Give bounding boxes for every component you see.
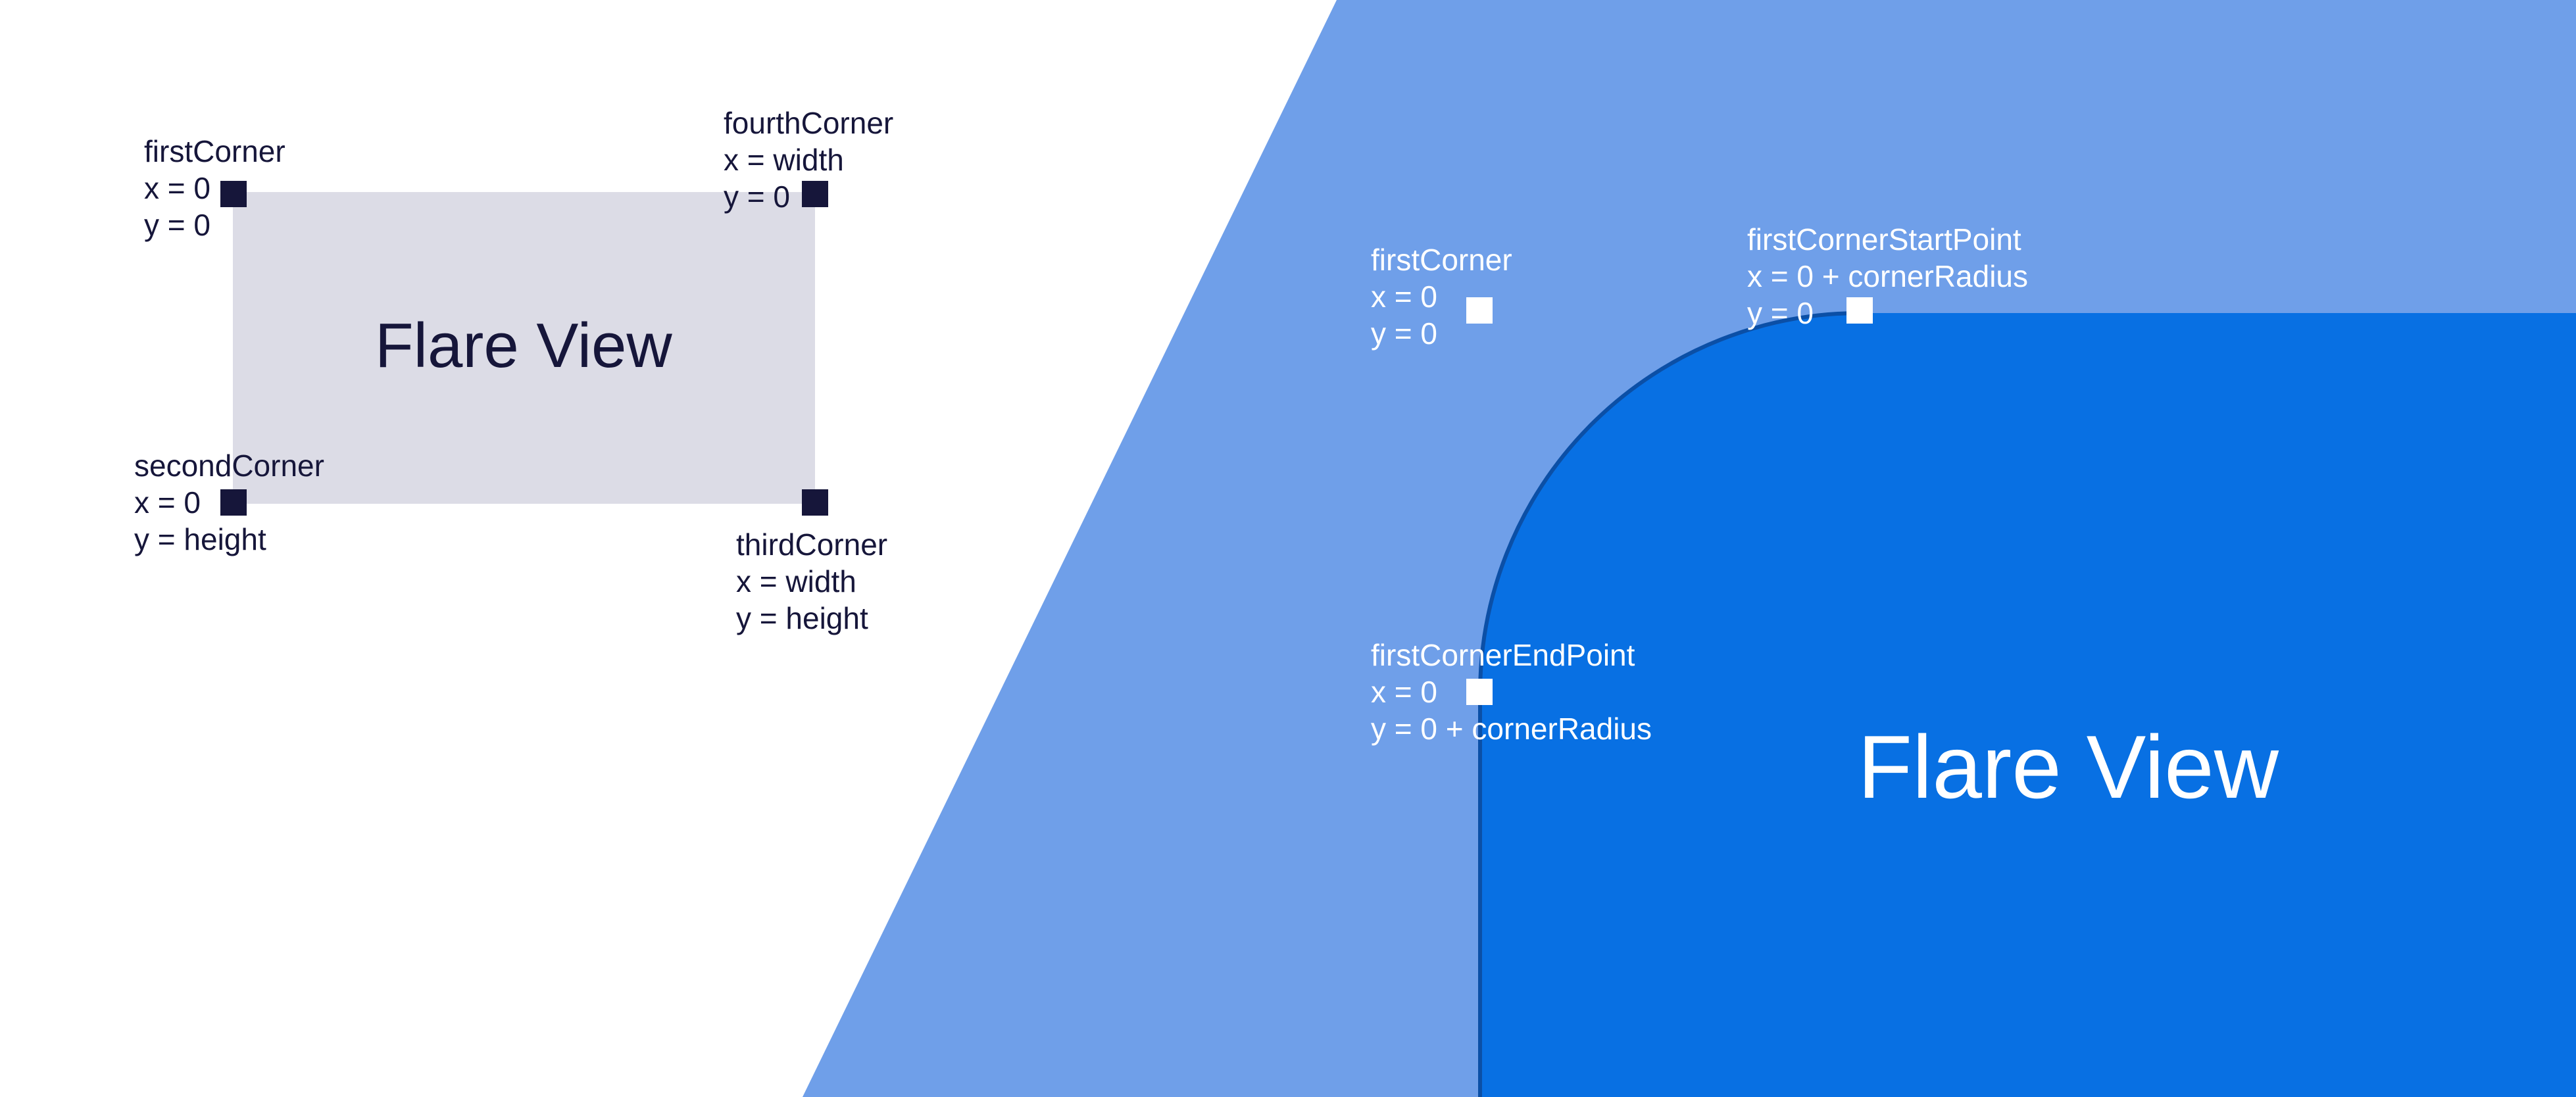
- third-corner-y: y = height: [736, 601, 868, 635]
- right-first-corner-marker: [1466, 297, 1493, 324]
- left-view-label: Flare View: [375, 310, 672, 381]
- start-point-name: firstCornerStartPoint: [1747, 222, 2021, 256]
- second-corner-y: y = height: [134, 522, 266, 556]
- end-point-name: firstCornerEndPoint: [1371, 638, 1635, 672]
- fourth-corner-label: fourthCorner x = width y = 0: [724, 105, 893, 215]
- right-first-corner-x: x = 0: [1371, 280, 1438, 314]
- right-first-corner-y: y = 0: [1371, 316, 1438, 351]
- fourth-corner-name: fourthCorner: [724, 106, 894, 140]
- corner-curve: [1478, 311, 1861, 1097]
- second-corner-x: x = 0: [134, 485, 201, 520]
- start-point-y: y = 0: [1747, 296, 1814, 330]
- right-first-corner-name: firstCorner: [1371, 243, 1512, 277]
- second-corner-label: secondCorner x = 0 y = height: [134, 447, 324, 558]
- end-point-x: x = 0: [1371, 675, 1438, 709]
- end-point-label: firstCornerEndPoint x = 0 y = 0 + corner…: [1371, 637, 1652, 747]
- first-corner-marker: [220, 181, 247, 207]
- third-corner-label: thirdCorner x = width y = height: [736, 526, 887, 637]
- fourth-corner-marker: [802, 181, 828, 207]
- flare-view-rect: [233, 192, 815, 504]
- start-point-label: firstCornerStartPoint x = 0 + cornerRadi…: [1747, 221, 2028, 331]
- start-point-marker: [1846, 297, 1873, 324]
- second-corner-name: secondCorner: [134, 449, 324, 483]
- right-view-label: Flare View: [1858, 717, 2279, 817]
- fourth-corner-x: x = width: [724, 143, 844, 177]
- end-point-y: y = 0 + cornerRadius: [1371, 712, 1652, 746]
- third-corner-name: thirdCorner: [736, 527, 888, 562]
- third-corner-x: x = width: [736, 564, 856, 598]
- start-point-x: x = 0 + cornerRadius: [1747, 259, 2029, 293]
- right-first-corner-label: firstCorner x = 0 y = 0: [1371, 241, 1512, 352]
- fourth-corner-y: y = 0: [724, 180, 791, 214]
- first-corner-name: firstCorner: [144, 134, 285, 168]
- third-corner-marker: [802, 489, 828, 516]
- first-corner-label: firstCorner x = 0 y = 0: [144, 133, 285, 243]
- first-corner-x: x = 0: [144, 171, 211, 205]
- second-corner-marker: [220, 489, 247, 516]
- first-corner-y: y = 0: [144, 208, 211, 242]
- zoomed-flare-view: [1480, 313, 2576, 1097]
- end-point-marker: [1466, 679, 1493, 705]
